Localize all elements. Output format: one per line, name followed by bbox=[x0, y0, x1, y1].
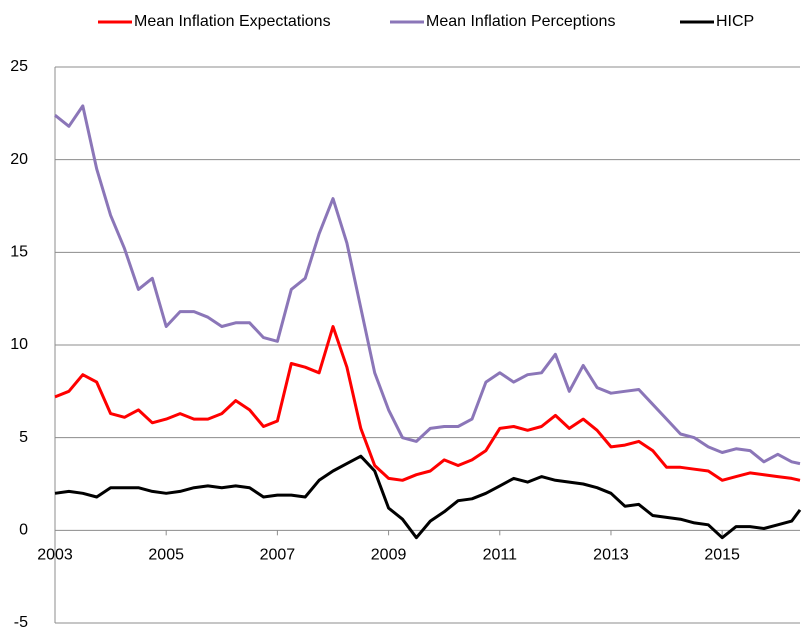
x-tick-label: 2011 bbox=[483, 547, 518, 564]
x-tick-label: 2005 bbox=[148, 547, 184, 564]
x-tick-label: 2007 bbox=[260, 547, 296, 564]
series-line bbox=[54, 104, 801, 466]
y-tick-label: 10 bbox=[10, 336, 28, 353]
x-tick-label: 2003 bbox=[37, 547, 73, 564]
y-tick-label: 5 bbox=[19, 429, 28, 446]
x-tick-label: 2009 bbox=[371, 547, 407, 564]
y-tick-label: 15 bbox=[10, 244, 28, 261]
legend-label: Mean Inflation Expectations bbox=[134, 13, 331, 30]
series-line bbox=[54, 325, 801, 482]
x-tick-label: 2015 bbox=[704, 547, 740, 564]
x-tick-label: 2013 bbox=[593, 547, 629, 564]
y-tick-label: -5 bbox=[14, 614, 28, 631]
series-line bbox=[54, 454, 802, 540]
legend-label: Mean Inflation Perceptions bbox=[426, 13, 615, 30]
y-tick-label: 20 bbox=[10, 151, 28, 168]
y-tick-label: 25 bbox=[10, 58, 28, 75]
legend-label: HICP bbox=[716, 13, 754, 30]
y-tick-label: 0 bbox=[19, 522, 28, 539]
